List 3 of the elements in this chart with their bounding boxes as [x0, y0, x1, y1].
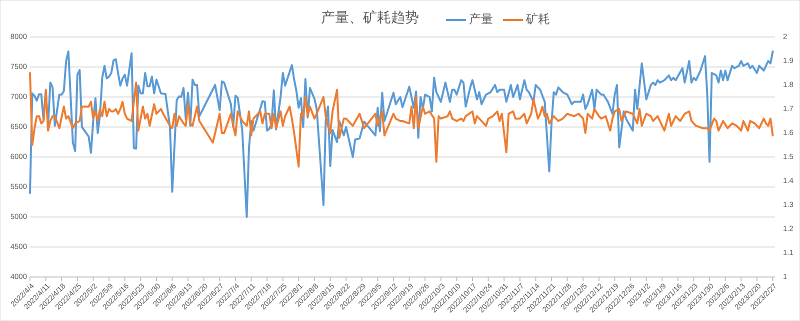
title: 产量、矿耗趋势 [321, 11, 419, 26]
legend-label: 产量 [469, 12, 493, 26]
legend-label: 矿耗 [525, 12, 550, 26]
